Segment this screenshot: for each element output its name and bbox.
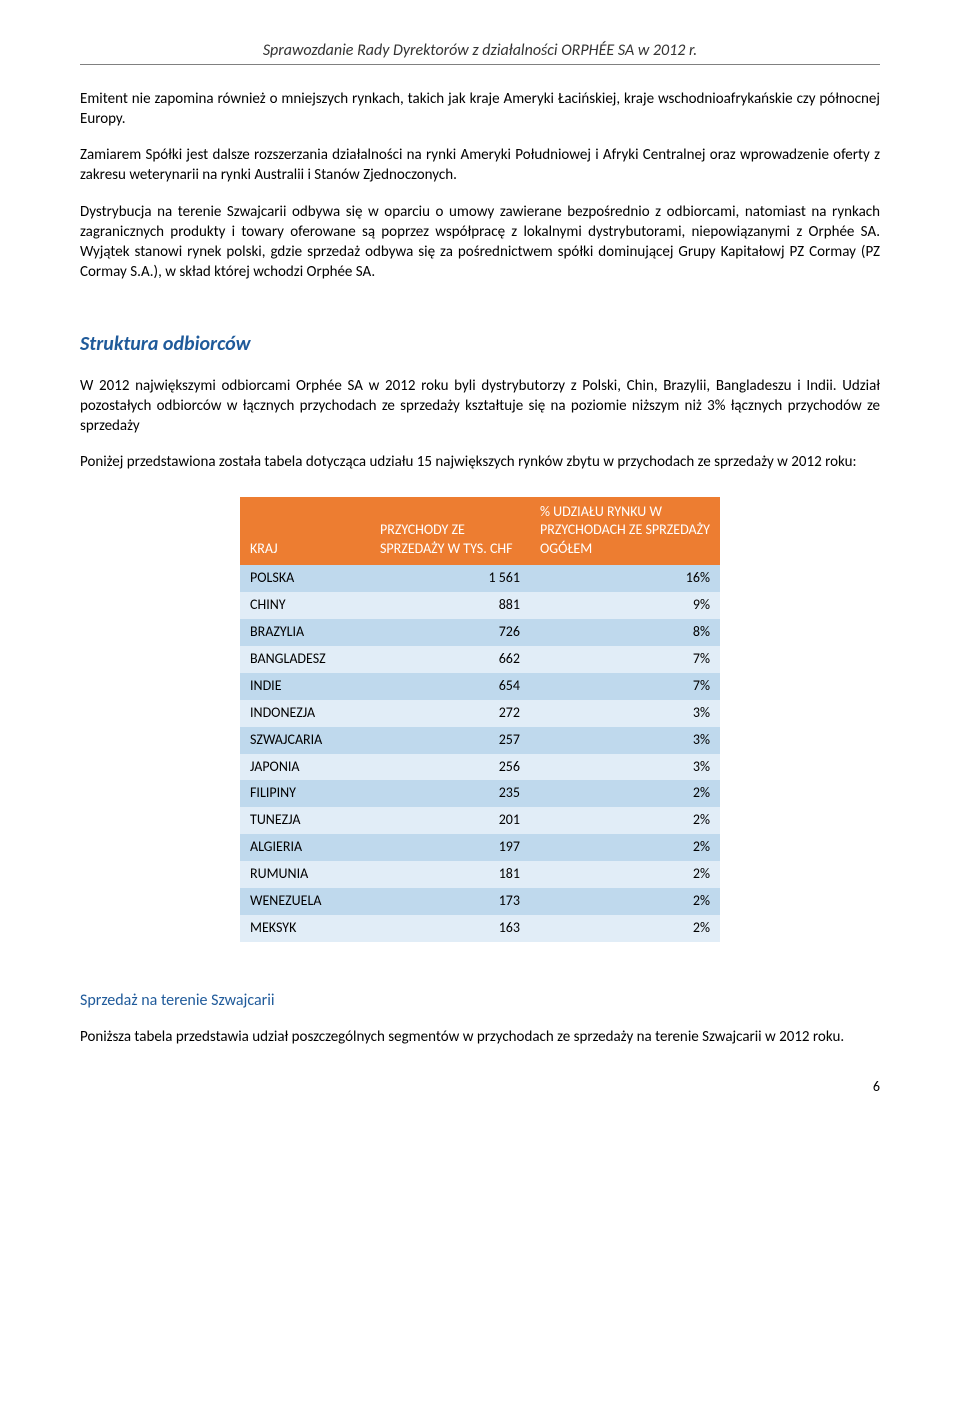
cell-revenue: 272 bbox=[370, 700, 530, 727]
cell-share: 8% bbox=[530, 619, 720, 646]
table-row: CHINY8819% bbox=[240, 592, 720, 619]
table-row: WENEZUELA1732% bbox=[240, 888, 720, 915]
cell-share: 7% bbox=[530, 646, 720, 673]
table-row: BRAZYLIA7268% bbox=[240, 619, 720, 646]
body-paragraph: W 2012 największymi odbiorcami Orphée SA… bbox=[80, 376, 880, 437]
page-header: Sprawozdanie Rady Dyrektorów z działalno… bbox=[80, 40, 880, 65]
cell-country: FILIPINY bbox=[240, 780, 370, 807]
cell-revenue: 726 bbox=[370, 619, 530, 646]
cell-share: 3% bbox=[530, 727, 720, 754]
table-header-revenue: PRZYCHODY ZE SPRZEDAŻY W TYS. CHF bbox=[370, 497, 530, 566]
cell-revenue: 201 bbox=[370, 807, 530, 834]
cell-country: BANGLADESZ bbox=[240, 646, 370, 673]
table-header-country: KRAJ bbox=[240, 497, 370, 566]
cell-country: JAPONIA bbox=[240, 754, 370, 781]
table-row: FILIPINY2352% bbox=[240, 780, 720, 807]
table-row: POLSKA1 56116% bbox=[240, 565, 720, 592]
cell-country: BRAZYLIA bbox=[240, 619, 370, 646]
cell-country: TUNEZJA bbox=[240, 807, 370, 834]
cell-share: 2% bbox=[530, 807, 720, 834]
table-row: SZWAJCARIA2573% bbox=[240, 727, 720, 754]
cell-country: WENEZUELA bbox=[240, 888, 370, 915]
cell-revenue: 163 bbox=[370, 915, 530, 942]
cell-country: INDIE bbox=[240, 673, 370, 700]
table-row: JAPONIA2563% bbox=[240, 754, 720, 781]
cell-share: 2% bbox=[530, 888, 720, 915]
cell-revenue: 662 bbox=[370, 646, 530, 673]
cell-revenue: 181 bbox=[370, 861, 530, 888]
body-paragraph: Dystrybucja na terenie Szwajcarii odbywa… bbox=[80, 202, 880, 283]
cell-share: 2% bbox=[530, 834, 720, 861]
section-title: Struktura odbiorców bbox=[80, 331, 880, 358]
cell-revenue: 197 bbox=[370, 834, 530, 861]
cell-revenue: 256 bbox=[370, 754, 530, 781]
cell-share: 2% bbox=[530, 780, 720, 807]
cell-revenue: 257 bbox=[370, 727, 530, 754]
cell-share: 16% bbox=[530, 565, 720, 592]
cell-country: RUMUNIA bbox=[240, 861, 370, 888]
subheading: Sprzedaż na terenie Szwajcarii bbox=[80, 990, 880, 1012]
cell-share: 9% bbox=[530, 592, 720, 619]
table-row: TUNEZJA2012% bbox=[240, 807, 720, 834]
table-header-row: KRAJ PRZYCHODY ZE SPRZEDAŻY W TYS. CHF %… bbox=[240, 497, 720, 566]
table-row: INDONEZJA2723% bbox=[240, 700, 720, 727]
cell-country: ALGIERIA bbox=[240, 834, 370, 861]
body-paragraph: Zamiarem Spółki jest dalsze rozszerzania… bbox=[80, 145, 880, 186]
cell-country: INDONEZJA bbox=[240, 700, 370, 727]
table-row: MEKSYK1632% bbox=[240, 915, 720, 942]
table-row: INDIE6547% bbox=[240, 673, 720, 700]
cell-share: 7% bbox=[530, 673, 720, 700]
body-paragraph: Emitent nie zapomina również o mniejszyc… bbox=[80, 89, 880, 130]
body-paragraph: Poniższa tabela przedstawia udział poszc… bbox=[80, 1027, 880, 1047]
cell-revenue: 1 561 bbox=[370, 565, 530, 592]
cell-revenue: 881 bbox=[370, 592, 530, 619]
page-number: 6 bbox=[80, 1078, 880, 1097]
cell-revenue: 235 bbox=[370, 780, 530, 807]
table-row: RUMUNIA1812% bbox=[240, 861, 720, 888]
cell-country: MEKSYK bbox=[240, 915, 370, 942]
table-header-share: % UDZIAŁU RYNKU W PRZYCHODACH ZE SPRZEDA… bbox=[530, 497, 720, 566]
cell-share: 2% bbox=[530, 915, 720, 942]
cell-revenue: 654 bbox=[370, 673, 530, 700]
market-share-table: KRAJ PRZYCHODY ZE SPRZEDAŻY W TYS. CHF %… bbox=[240, 497, 720, 942]
cell-share: 2% bbox=[530, 861, 720, 888]
body-paragraph: Poniżej przedstawiona została tabela dot… bbox=[80, 452, 880, 472]
cell-share: 3% bbox=[530, 754, 720, 781]
cell-country: CHINY bbox=[240, 592, 370, 619]
cell-country: POLSKA bbox=[240, 565, 370, 592]
cell-country: SZWAJCARIA bbox=[240, 727, 370, 754]
market-share-table-wrap: KRAJ PRZYCHODY ZE SPRZEDAŻY W TYS. CHF %… bbox=[80, 497, 880, 942]
cell-share: 3% bbox=[530, 700, 720, 727]
cell-revenue: 173 bbox=[370, 888, 530, 915]
table-row: BANGLADESZ6627% bbox=[240, 646, 720, 673]
table-row: ALGIERIA1972% bbox=[240, 834, 720, 861]
